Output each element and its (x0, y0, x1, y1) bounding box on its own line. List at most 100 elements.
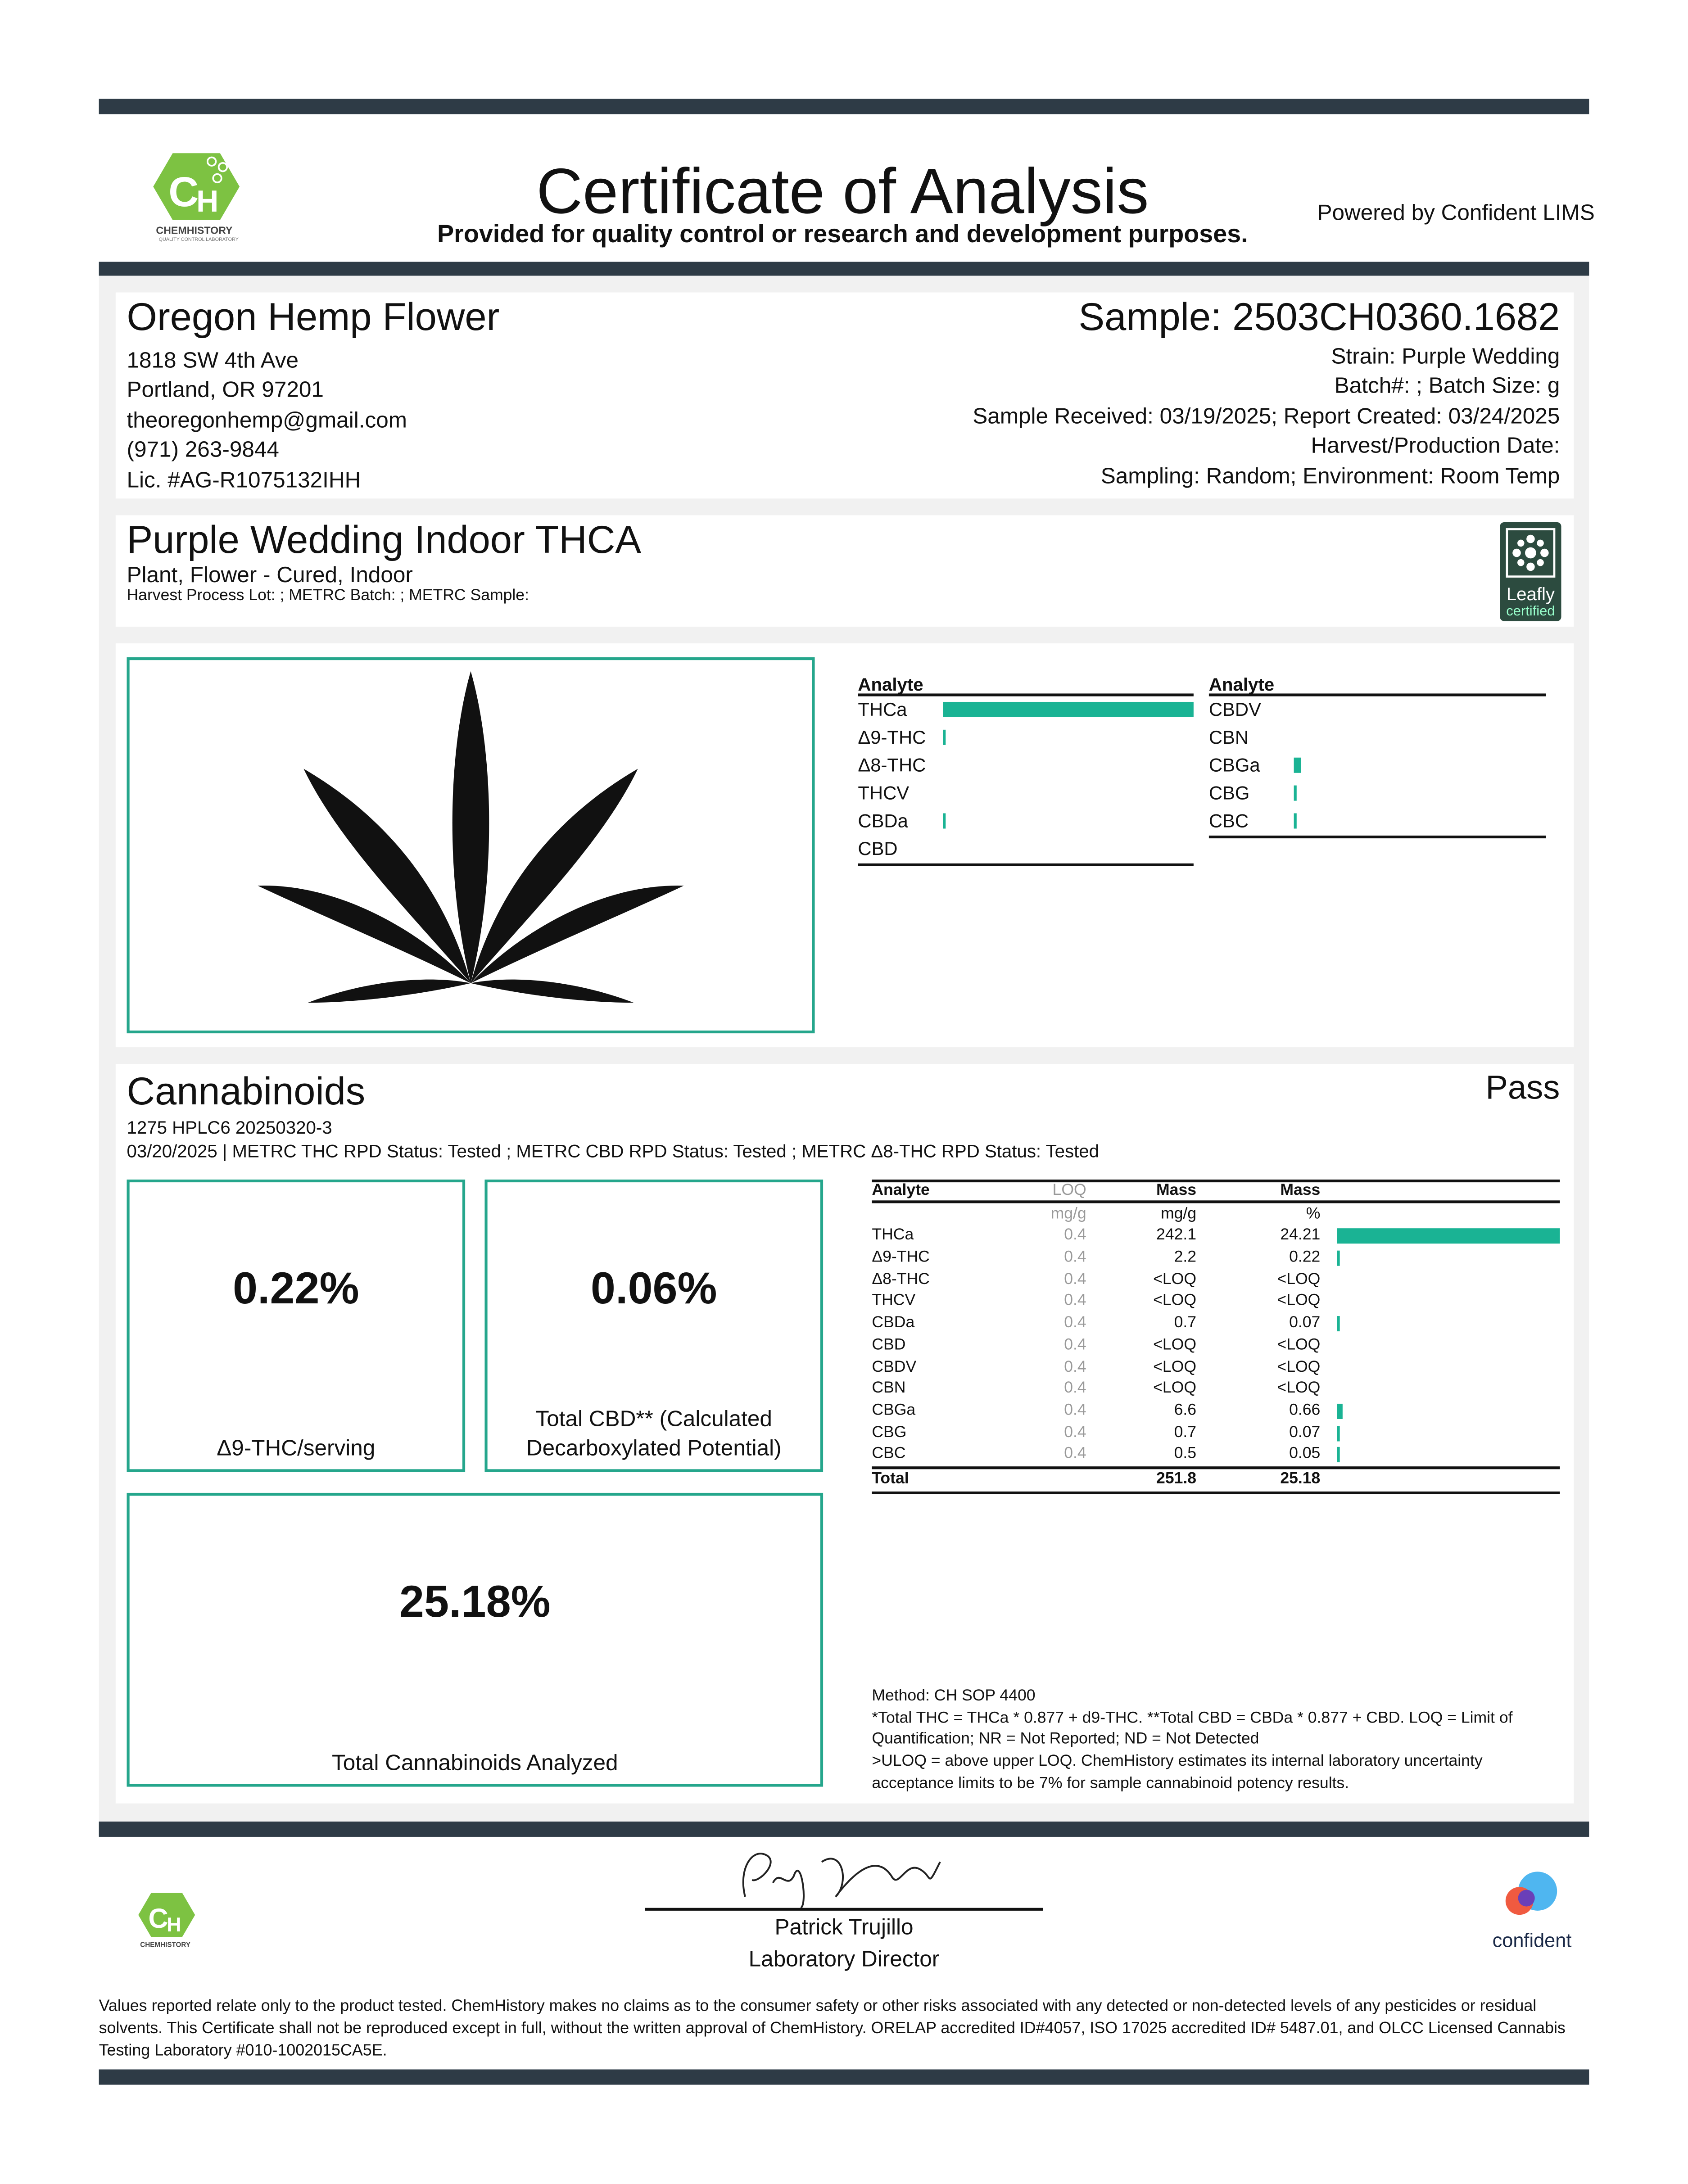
summary-bar (943, 813, 946, 829)
analyte-name: CBC (1208, 810, 1249, 832)
analyte: CBG (872, 1424, 907, 1441)
header-mass-pct: Mass (1280, 1182, 1321, 1199)
mass-pct: 0.07 (1289, 1424, 1321, 1441)
client-email: theoregonhemp@gmail.com (127, 409, 407, 433)
summary-right-header: Analyte (1208, 674, 1546, 696)
signature-line (645, 1908, 1043, 1910)
document-subtitle: Provided for quality control or research… (437, 220, 1248, 248)
mass-mg: <LOQ (1153, 1271, 1197, 1288)
thc-serving-box: 0.22% Δ9-THC/serving (127, 1179, 466, 1472)
svg-text:H: H (167, 1914, 181, 1936)
table-row: CBN 0.4 <LOQ <LOQ (872, 1379, 1560, 1401)
sample-id: Sample: 2503CH0360.1682 (1078, 295, 1560, 339)
pass-status: Pass (1485, 1069, 1560, 1108)
summary-rule (858, 863, 1194, 866)
sample-dates: Sample Received: 03/19/2025; Report Crea… (973, 405, 1560, 429)
confident-logo: confident (1476, 1866, 1588, 1953)
client-address2: Portland, OR 97201 (127, 379, 324, 403)
client-phone: (971) 263-9844 (127, 439, 279, 463)
method: Method: CH SOP 4400 (872, 1687, 1036, 1705)
mass-mg: <LOQ (1153, 1293, 1197, 1310)
analyte-name: Δ9-THC (858, 727, 926, 748)
mass-pct: <LOQ (1277, 1271, 1321, 1288)
summary-left-header: Analyte (858, 674, 1194, 696)
summary-row-CBD: CBD (858, 836, 1193, 864)
mass-pct: 0.22 (1289, 1249, 1321, 1266)
test-meta: 03/20/2025 | METRC THC RPD Status: Teste… (127, 1140, 1100, 1162)
mass-pct: <LOQ (1277, 1336, 1321, 1354)
mass-pct: <LOQ (1277, 1380, 1321, 1397)
total-label: Total (872, 1470, 909, 1488)
summary-row-CBDV: CBDV (1209, 696, 1546, 724)
total-mass-pct: 25.18 (1280, 1470, 1321, 1488)
table-row: THCa 0.4 242.1 24.21 (872, 1226, 1560, 1248)
analyte-name: THCV (858, 782, 910, 804)
mass-pct: <LOQ (1277, 1293, 1321, 1310)
svg-text:CHEMHISTORY: CHEMHISTORY (140, 1941, 190, 1949)
header-loq: LOQ (1052, 1182, 1086, 1199)
header-divider (99, 262, 1589, 276)
cannabis-leaf-icon (258, 671, 684, 1003)
calc-notes: *Total THC = THCa * 0.877 + d9-THC. **To… (872, 1709, 1513, 1749)
client-contact: 1818 SW 4th Ave Portland, OR 97201 theor… (127, 347, 407, 496)
document-title: Certificate of Analysis (536, 154, 1149, 227)
table-row: CBD 0.4 <LOQ <LOQ (872, 1335, 1560, 1357)
loq: 0.4 (1064, 1336, 1086, 1354)
total-cbd-value: 0.06% (590, 1263, 717, 1313)
analyte-name: CBG (1208, 782, 1250, 804)
analyte: CBGa (872, 1402, 916, 1419)
total-mass-mg: 251.8 (1156, 1470, 1197, 1488)
thc-serving-label: Δ9-THC/serving (217, 1437, 376, 1461)
table-row: CBGa 0.4 6.6 0.66 (872, 1401, 1560, 1423)
summary-row-THCa: THCa (858, 696, 1194, 724)
cannabinoids-title: Cannabinoids (127, 1069, 366, 1113)
table-row: CBDV 0.4 <LOQ <LOQ (872, 1357, 1560, 1379)
uloq-notes: >ULOQ = above upper LOQ. ChemHistory est… (872, 1753, 1483, 1792)
mass-mg: 2.2 (1174, 1249, 1197, 1266)
summary-bar (943, 729, 946, 745)
table-header-row: Analyte LOQ Mass Mass (872, 1181, 1560, 1203)
mass-mg: 0.5 (1174, 1446, 1197, 1463)
mass-mg: 242.1 (1156, 1227, 1197, 1244)
mass-pct: 0.07 (1289, 1315, 1321, 1332)
table-row: CBDa 0.4 0.7 0.07 (872, 1313, 1560, 1335)
analyte-name: CBDa (858, 810, 908, 832)
mass-mg: 0.7 (1174, 1315, 1197, 1332)
mass-mg: 6.6 (1174, 1402, 1197, 1419)
svg-text:C: C (168, 168, 199, 215)
unit-mass-pct: % (1306, 1205, 1321, 1222)
product-name: Purple Wedding Indoor THCA (127, 518, 642, 561)
unit-mass-mg: mg/g (1160, 1205, 1197, 1222)
result-bar (1337, 1250, 1340, 1266)
analyte: THCa (872, 1227, 914, 1244)
loq: 0.4 (1064, 1424, 1086, 1441)
powered-by: Powered by Confident LIMS (1317, 202, 1595, 226)
summary-row-CBGa: CBGa (1209, 752, 1546, 780)
footer-divider (99, 1821, 1589, 1837)
top-bar (99, 99, 1589, 114)
cannabinoid-results-table: Analyte LOQ Mass Mass mg/g mg/g % THCa 0.… (872, 1179, 1560, 1494)
total-cannabinoids-label: Total Cannabinoids Analyzed (331, 1752, 618, 1776)
product-image-frame (127, 657, 815, 1034)
summary-bar (1294, 813, 1297, 829)
table-row: Δ9-THC 0.4 2.2 0.22 (872, 1248, 1560, 1270)
signer-name: Patrick Trujillo (774, 1916, 914, 1940)
sample-harvest-date: Harvest/Production Date: (1311, 434, 1560, 459)
analyte: CBD (872, 1336, 906, 1354)
summary-row-CBDa: CBDa (858, 808, 1193, 836)
chemhistory-footer-logo: C H CHEMHISTORY (138, 1893, 195, 1949)
summary-row-CBN: CBN (1209, 724, 1546, 752)
total-cbd-label: Total CBD** (Calculated Decarboxylated P… (526, 1408, 782, 1461)
disclaimer: Values reported relate only to the produ… (99, 1997, 1566, 2060)
analyte: Δ8-THC (872, 1271, 930, 1288)
analyte: CBN (872, 1380, 906, 1397)
loq: 0.4 (1064, 1358, 1086, 1375)
svg-text:C: C (149, 1903, 168, 1934)
table-total-row: Total 251.8 25.18 (872, 1469, 1560, 1491)
svg-text:H: H (196, 184, 218, 218)
confident-circles-icon (1505, 1872, 1557, 1915)
sample-strain: Strain: Purple Wedding (1331, 345, 1560, 369)
mass-pct: 24.21 (1280, 1227, 1321, 1244)
mass-mg: <LOQ (1153, 1358, 1197, 1375)
thc-serving-value: 0.22% (232, 1263, 359, 1313)
